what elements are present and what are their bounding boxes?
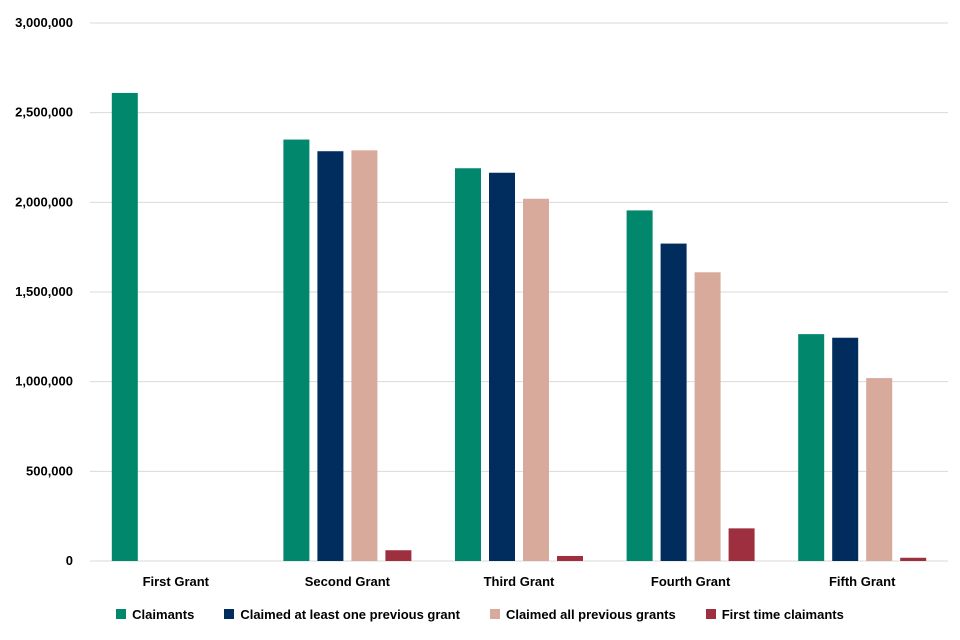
bar (626, 210, 653, 562)
bar (455, 168, 481, 561)
bar (798, 334, 825, 561)
x-category-label: Fourth Grant (651, 574, 731, 589)
y-tick-label: 1,000,000 (15, 374, 73, 389)
legend-swatch (116, 609, 127, 619)
bar (832, 337, 859, 561)
legend-label: First time claimants (721, 606, 844, 622)
y-tick-label: 500,000 (26, 463, 73, 478)
bar (489, 172, 515, 561)
legend-item: Claimed at least one previous grant (224, 603, 460, 625)
legend-label: Claimed at least one previous grant (240, 606, 460, 622)
y-tick-label: 1,500,000 (15, 284, 73, 299)
bar (660, 243, 687, 561)
y-axis-ticks: 0 500,000 1,000,000 1,500,000 2,000,000 2,500… (15, 15, 73, 568)
legend-swatch (705, 609, 716, 619)
bar (866, 378, 893, 561)
bar (557, 555, 583, 561)
y-tick-label: 0 (66, 553, 73, 568)
x-category-label: First Grant (143, 574, 210, 589)
legend-label: Claimed all previous grants (505, 606, 676, 622)
bar (351, 150, 378, 561)
x-category-label: Third Grant (484, 574, 555, 589)
bar (385, 550, 412, 561)
bar (900, 557, 927, 561)
legend-label: Claimants (132, 606, 195, 622)
y-tick-label: 3,000,000 (15, 15, 73, 30)
legend-item: Claimants (116, 603, 194, 625)
legend-swatch (489, 609, 500, 619)
legend: Claimants Claimed at least one previous g… (0, 603, 960, 625)
bar (694, 272, 721, 561)
bar (283, 139, 310, 562)
bars (111, 92, 927, 562)
x-category-label: Second Grant (305, 574, 391, 589)
legend-swatch (224, 609, 235, 619)
y-tick-label: 2,000,000 (15, 194, 73, 209)
legend-item: First time claimants (705, 603, 844, 625)
gridlines (90, 22, 948, 562)
legend-item: Claimed all previous grants (489, 603, 676, 625)
y-tick-label: 2,500,000 (15, 105, 73, 120)
x-category-label: Fifth Grant (829, 574, 896, 589)
bar (728, 528, 755, 561)
bar (523, 198, 549, 561)
x-axis-categories: First Grant Second Grant Third Grant Fourth… (143, 574, 897, 589)
bar (317, 151, 344, 561)
bar (111, 92, 138, 561)
